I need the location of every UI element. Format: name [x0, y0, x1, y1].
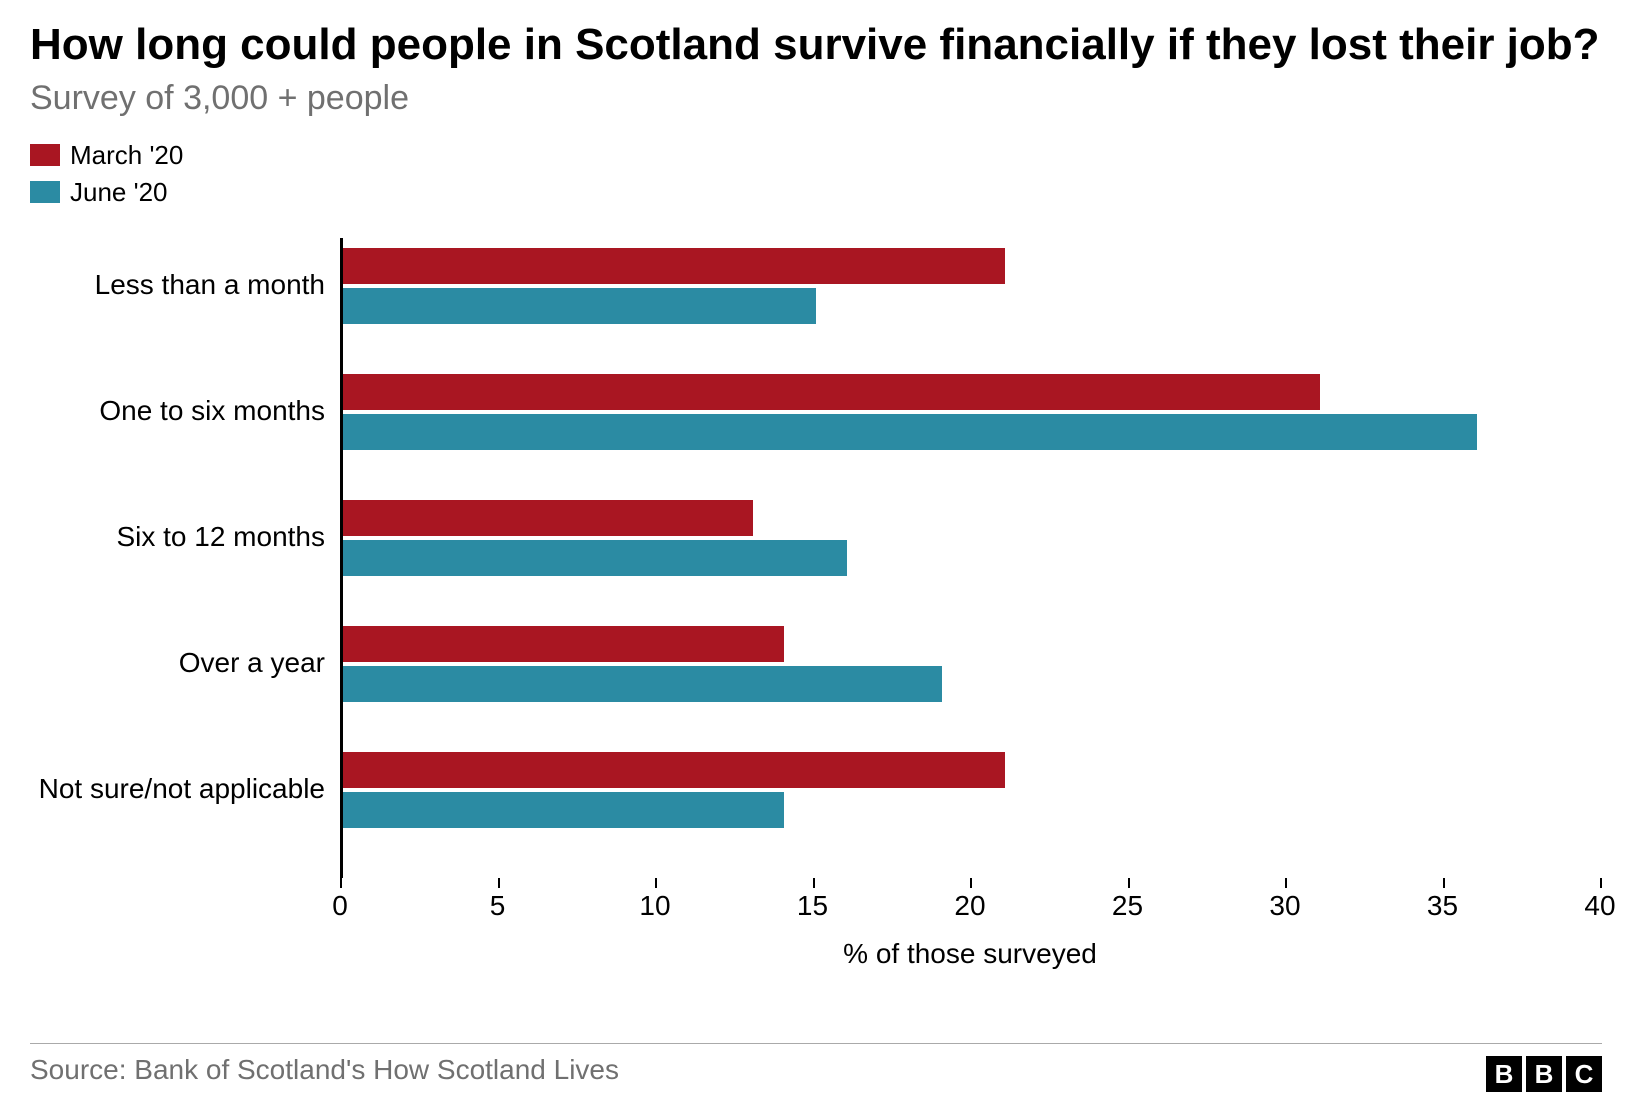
- bar: [343, 540, 847, 576]
- x-tick-label: 40: [1584, 890, 1615, 922]
- legend-label: June '20: [70, 177, 168, 208]
- legend-swatch: [30, 181, 60, 203]
- bar: [343, 500, 753, 536]
- x-axis-title: % of those surveyed: [843, 938, 1097, 970]
- x-tick: [813, 878, 815, 888]
- x-tick: [340, 878, 342, 888]
- category-label: Over a year: [179, 647, 325, 679]
- bar: [343, 666, 942, 702]
- x-tick: [655, 878, 657, 888]
- category-label: One to six months: [99, 395, 325, 427]
- source-text: Source: Bank of Scotland's How Scotland …: [30, 1054, 619, 1086]
- x-tick: [1600, 878, 1602, 888]
- footer-divider: [30, 1043, 1602, 1044]
- plot-area: % of those surveyed 0510152025303540Less…: [340, 238, 1600, 878]
- legend-item: March '20: [30, 140, 1602, 171]
- x-tick-label: 10: [639, 890, 670, 922]
- x-tick-label: 5: [490, 890, 506, 922]
- bar: [343, 374, 1320, 410]
- x-tick-label: 35: [1427, 890, 1458, 922]
- category-label: Six to 12 months: [116, 521, 325, 553]
- legend: March '20 June '20: [30, 140, 1602, 208]
- category-label: Not sure/not applicable: [39, 773, 325, 805]
- bbc-logo-letter: C: [1566, 1056, 1602, 1092]
- legend-swatch: [30, 144, 60, 166]
- bar: [343, 792, 784, 828]
- category-label: Less than a month: [95, 269, 325, 301]
- x-tick-label: 0: [332, 890, 348, 922]
- x-tick: [1128, 878, 1130, 888]
- legend-label: March '20: [70, 140, 183, 171]
- bar: [343, 414, 1477, 450]
- legend-item: June '20: [30, 177, 1602, 208]
- bar: [343, 752, 1005, 788]
- bbc-logo: BBC: [1486, 1056, 1602, 1092]
- chart-title: How long could people in Scotland surviv…: [30, 20, 1602, 71]
- bbc-logo-letter: B: [1526, 1056, 1562, 1092]
- bar: [343, 248, 1005, 284]
- x-tick-label: 25: [1112, 890, 1143, 922]
- chart-area: % of those surveyed 0510152025303540Less…: [30, 238, 1600, 938]
- x-tick-label: 30: [1269, 890, 1300, 922]
- x-tick: [1443, 878, 1445, 888]
- x-tick-label: 20: [954, 890, 985, 922]
- x-tick: [498, 878, 500, 888]
- bbc-logo-letter: B: [1486, 1056, 1522, 1092]
- bar: [343, 288, 816, 324]
- chart-subtitle: Survey of 3,000 + people: [30, 79, 1602, 118]
- bar: [343, 626, 784, 662]
- x-tick: [970, 878, 972, 888]
- x-tick: [1285, 878, 1287, 888]
- x-tick-label: 15: [797, 890, 828, 922]
